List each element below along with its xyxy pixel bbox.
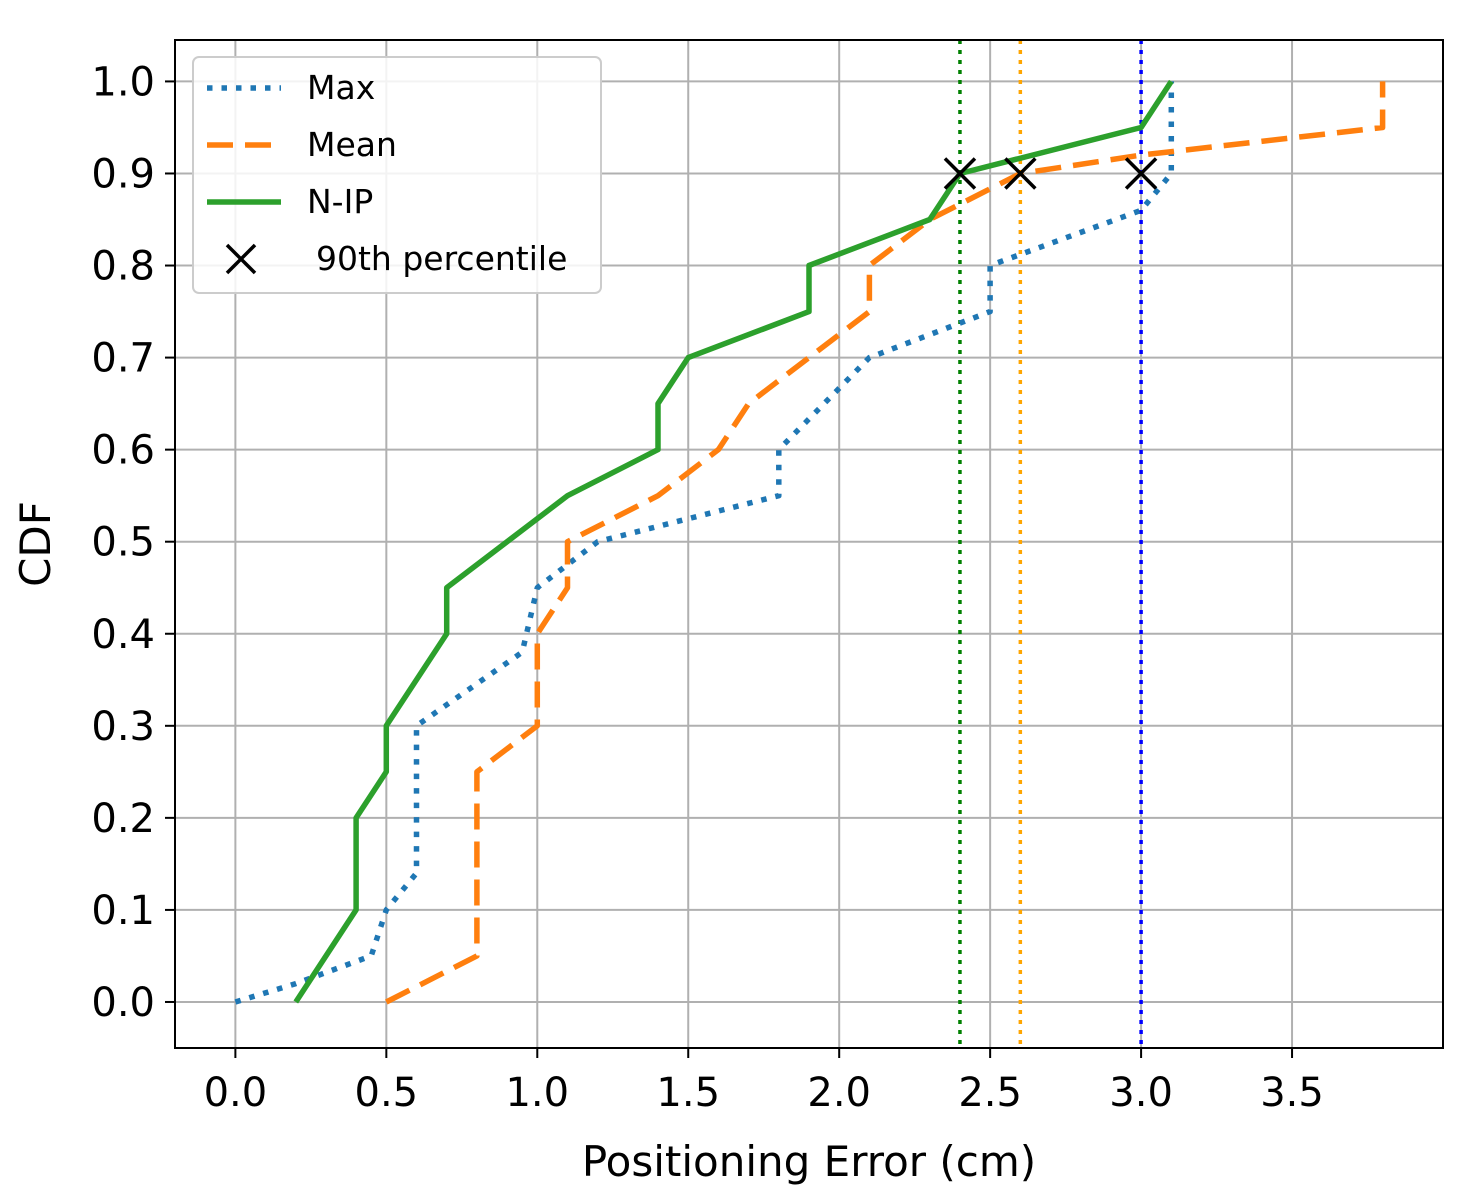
- x-tick-label: 0.5: [355, 1070, 419, 1116]
- y-axis-label: CDF: [11, 501, 60, 587]
- y-tick-label: 0.0: [91, 980, 155, 1026]
- x-tick-label: 3.0: [1109, 1070, 1173, 1116]
- legend-item: N-IP: [207, 182, 373, 221]
- x-tick-label: 1.0: [505, 1070, 569, 1116]
- y-tick-label: 0.8: [91, 244, 155, 290]
- x-tick-label: 3.5: [1260, 1070, 1324, 1116]
- legend-box: [192, 56, 602, 294]
- legend: Max Mean N-IP 90th percentile: [192, 56, 602, 294]
- percentile-marker: [1004, 157, 1037, 190]
- y-tick-label: 0.6: [91, 428, 155, 474]
- y-tick-label: 0.1: [91, 888, 155, 934]
- y-tick-label: 0.7: [91, 336, 155, 382]
- marker-stroke: [1004, 157, 1037, 190]
- y-tick-label: 0.5: [91, 520, 155, 566]
- marker-stroke: [1124, 157, 1158, 190]
- x-tick-label: 2.0: [807, 1070, 871, 1116]
- axes-frame: [174, 39, 1444, 1049]
- y-tick-label: 0.3: [91, 704, 155, 750]
- y-tick-label: 1.0: [91, 59, 155, 105]
- legend-label: Max: [307, 68, 375, 107]
- legend-item: Max: [207, 68, 375, 107]
- percentile-marker: [943, 157, 977, 190]
- percentile-lines: [958, 40, 1143, 1048]
- x-axis-label: Positioning Error (cm): [582, 1137, 1036, 1186]
- y-tick-label: 0.4: [91, 612, 155, 658]
- series-lines: [234, 79, 1386, 1005]
- x-tick-label: 1.5: [656, 1070, 720, 1116]
- percentile-marker: [1124, 157, 1158, 190]
- axis-ticks: 0.0 0.5 1.0 1.5 2.0 2.5 3.0 3.5 0.0 0.1 0.2 0.3 0.4 0…: [91, 59, 1323, 1116]
- x-tick-label: 0.0: [204, 1070, 268, 1116]
- series-line-mean: [385, 81, 1386, 1005]
- y-tick-label: 0.9: [91, 151, 155, 197]
- y-tick-label: 0.2: [91, 796, 155, 842]
- x-tick-label: 2.5: [958, 1070, 1022, 1116]
- series-line-max: [234, 81, 1175, 1005]
- legend-label: Mean: [307, 125, 397, 164]
- percentile-markers: [943, 157, 1158, 190]
- marker-stroke: [943, 157, 977, 190]
- legend-label: N-IP: [307, 182, 373, 221]
- legend-marker-swatch: [225, 243, 257, 275]
- series-line-n-ip: [293, 79, 1174, 1004]
- marker-stroke: [225, 243, 257, 275]
- legend-label: 90th percentile: [316, 239, 567, 278]
- legend-item: Mean: [207, 125, 397, 164]
- legend-item: 90th percentile: [225, 239, 567, 278]
